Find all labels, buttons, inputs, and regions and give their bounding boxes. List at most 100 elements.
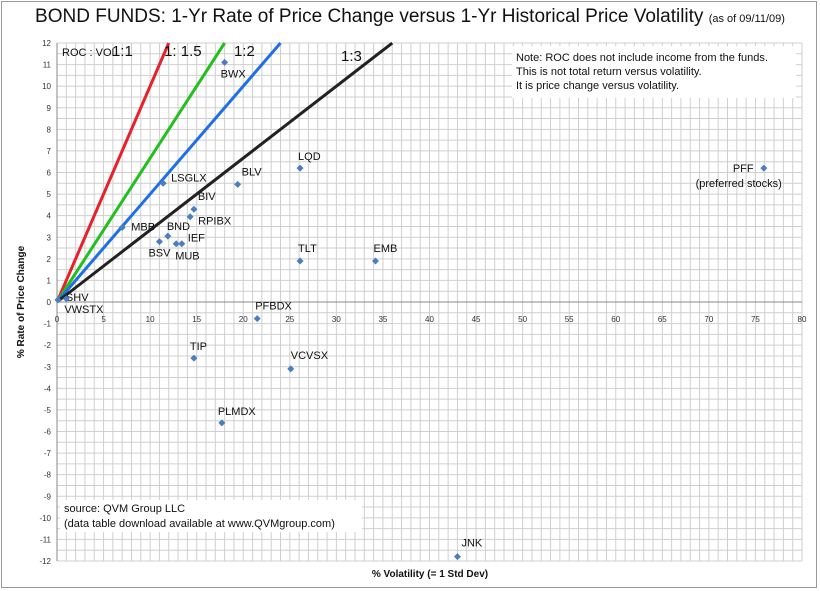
y-tick-label: 9 [47,104,52,113]
point-label: PLMDX [218,406,257,418]
y-tick-label: -6 [44,428,52,437]
x-tick-label: 80 [798,315,807,324]
point-label: VWSTX [64,304,104,316]
point-label: BND [167,221,190,233]
source-box [60,500,362,532]
y-tick-label: 12 [42,39,51,48]
data-point [760,164,768,172]
y-tick-label: 10 [42,82,51,91]
note-text: It is price change versus volatility. [516,80,679,92]
data-point [118,224,126,232]
point-label: MUB [175,251,199,263]
data-point [178,240,186,248]
point-label: EMB [373,243,397,255]
y-tick-label: -7 [44,449,52,458]
note-box [512,46,796,98]
x-tick-label: 40 [425,315,434,324]
point-label: LSGLX [171,172,207,184]
data-point [453,553,461,561]
y-tick-label: -11 [40,535,52,544]
x-tick-label: 15 [192,315,201,324]
reference-line-label: 1:3 [341,48,362,65]
y-tick-label: 0 [47,298,52,307]
y-tick-label: 5 [47,190,52,199]
data-point [218,419,226,427]
title-text: BOND FUNDS: 1-Yr Rate of Price Change ve… [35,6,704,27]
x-tick-label: 45 [472,315,481,324]
point-label: BSV [148,248,171,260]
data-point [62,295,70,303]
subtitle-text: (as of 09/11/09) [708,13,785,25]
y-tick-label: -10 [39,514,51,523]
x-tick-label: 35 [378,315,387,324]
y-tick-label: -8 [44,471,52,480]
data-point [159,179,167,187]
source-text: source: QVM Group LLC [64,503,185,515]
y-tick-label: 4 [47,212,52,221]
x-tick-label: 10 [146,315,155,324]
data-point [164,232,172,240]
data-point [296,257,304,265]
x-tick-label: 60 [611,315,620,324]
data-point [172,240,180,248]
data-point [190,205,198,213]
roc-vol-label: ROC : VOL [62,47,118,59]
y-tick-label: -1 [44,320,52,329]
chart-title: BOND FUNDS: 1-Yr Rate of Price Change ve… [0,6,820,28]
point-label: SHV [66,292,89,304]
y-tick-label: 6 [47,169,52,178]
reference-line-label: 1: 1.5 [164,43,202,60]
reference-line [55,42,282,303]
note-text: Note: ROC does not include income from t… [516,52,768,64]
point-label: BLV [242,166,263,178]
data-point [287,365,295,373]
point-label: IEF [188,233,205,245]
data-point [54,296,62,304]
point-label: PFBDX [255,301,292,313]
y-tick-label: -2 [44,341,52,350]
y-tick-label: 3 [47,233,52,242]
x-tick-label: 25 [285,315,294,324]
point-label: MBB [131,222,155,234]
y-tick-label: -5 [44,406,52,415]
data-point [190,354,198,362]
data-point [186,213,194,221]
point-label: BWX [221,68,247,80]
point-label: BIV [198,191,216,203]
point-sublabel: (preferred stocks) [696,178,782,190]
reference-line-label: 1:2 [234,43,255,60]
x-tick-label: 0 [55,315,60,324]
y-tick-label: 11 [43,61,52,70]
y-tick-label: -4 [44,384,52,393]
point-label: TLT [298,243,317,255]
source-text: (data table download available at www.QV… [64,518,335,530]
data-point [296,164,304,172]
data-point [155,238,163,246]
y-tick-label: -9 [44,492,52,501]
x-tick-label: 55 [565,315,574,324]
point-label: LQD [298,151,321,163]
reference-line-label: 1:1 [112,43,133,60]
reference-line [56,41,394,304]
x-tick-label: 30 [332,315,341,324]
x-tick-label: 50 [518,315,527,324]
reference-line [55,42,226,303]
x-tick-label: 5 [101,315,106,324]
point-label: TIP [190,341,207,353]
x-tick-label: 20 [239,315,248,324]
data-point [253,315,261,323]
y-tick-label: 8 [47,125,52,134]
point-label: VCVSX [291,350,329,362]
y-axis-label: % Rate of Price Change [16,245,27,358]
y-tick-label: 1 [47,276,52,285]
y-tick-label: 2 [47,255,52,264]
x-tick-label: 70 [704,315,713,324]
data-point [221,58,229,66]
data-point [371,257,379,265]
y-tick-label: -12 [39,557,51,566]
y-tick-label: 7 [47,147,52,156]
note-text: This is not total return versus volatili… [516,66,702,78]
reference-line [55,42,171,303]
